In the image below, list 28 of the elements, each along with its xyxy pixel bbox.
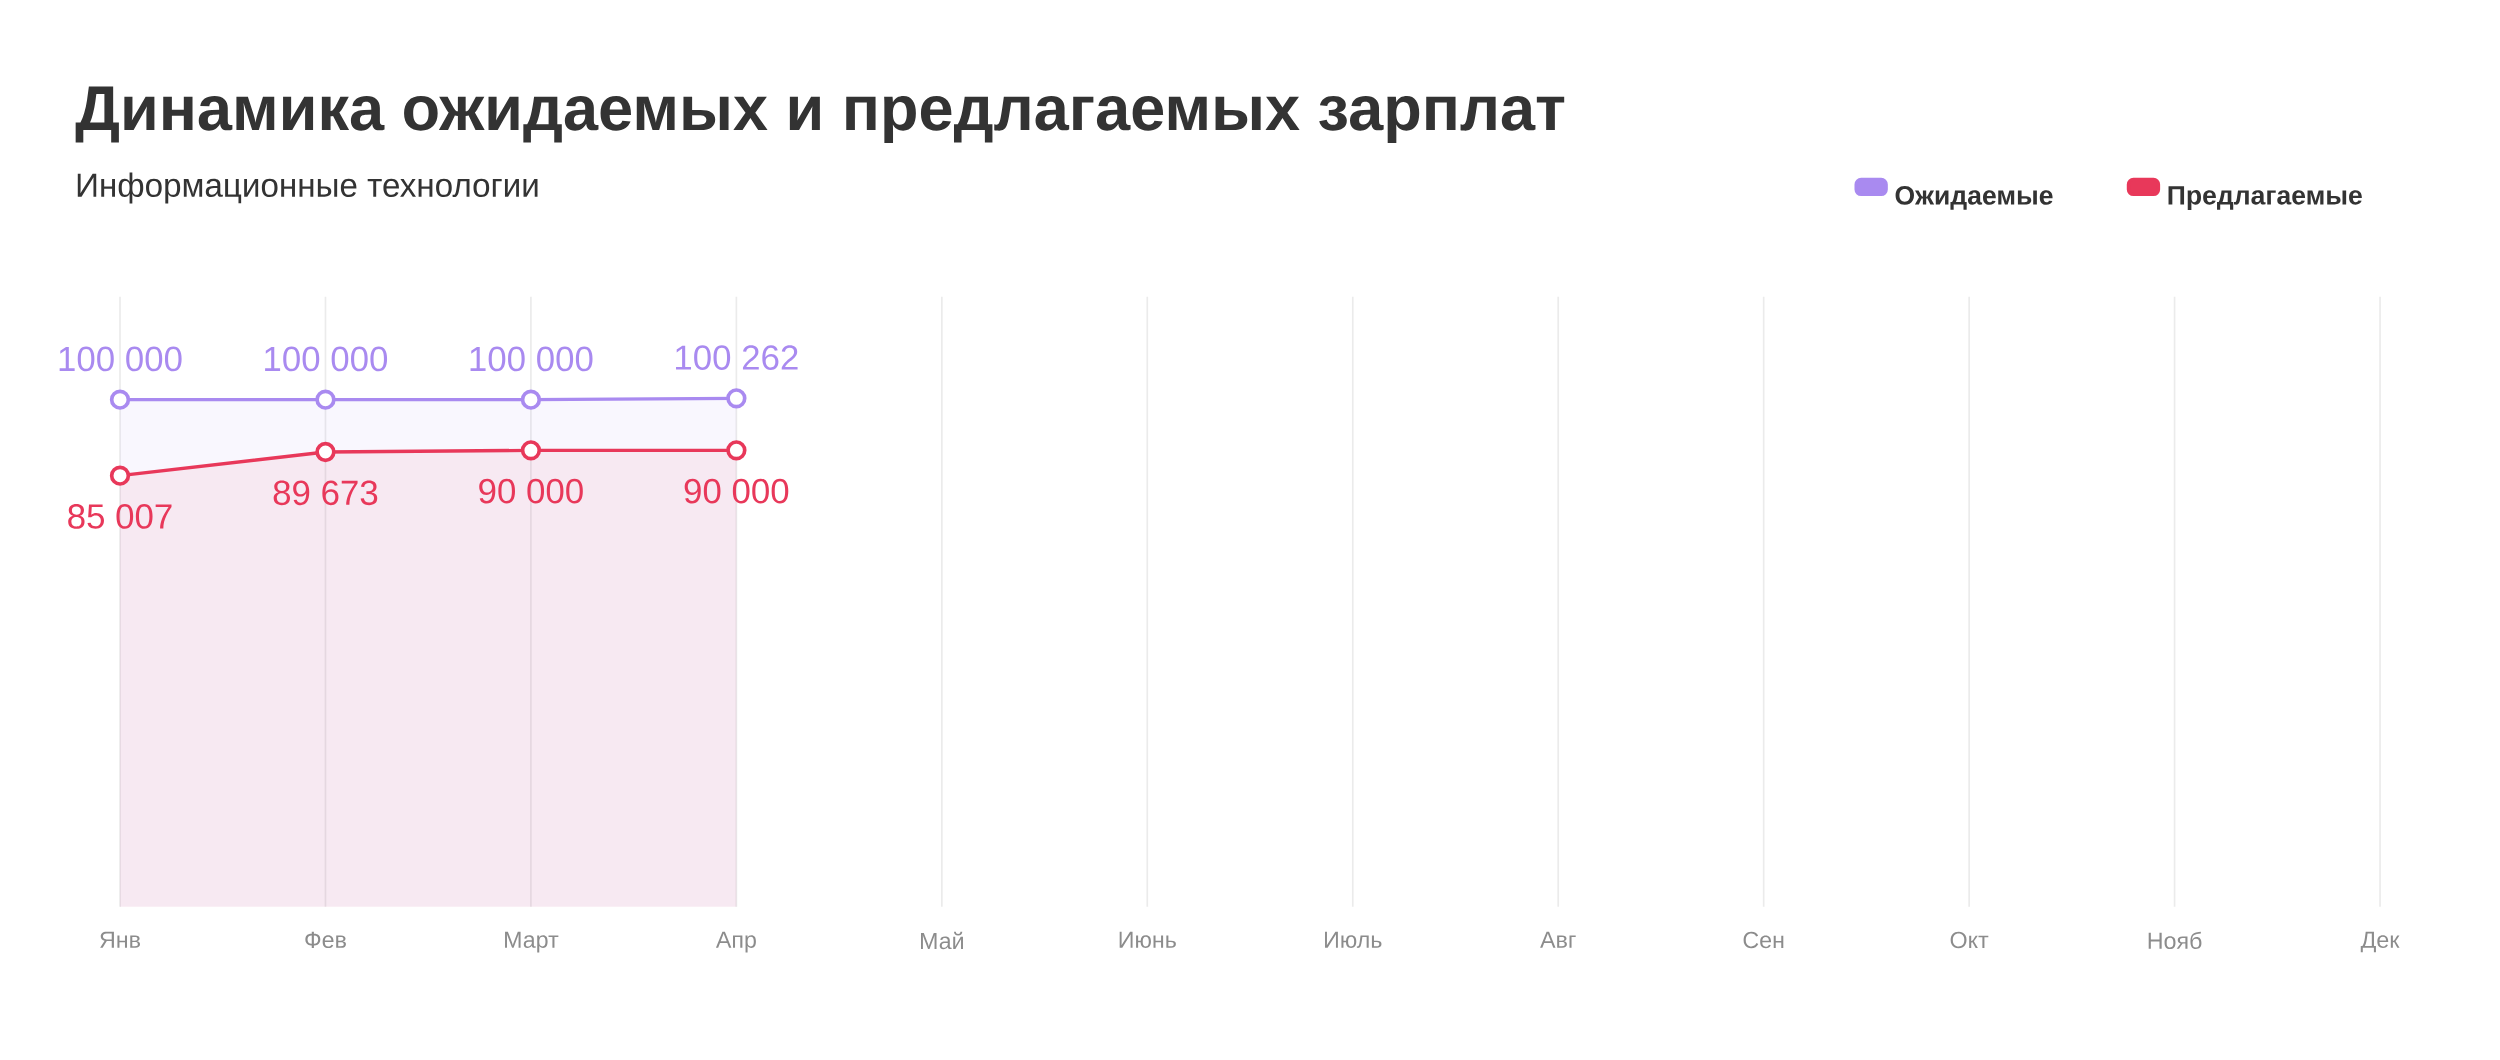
x-tick-label: Окт (1950, 931, 1989, 949)
data-label: 100 000 (265, 346, 388, 372)
data-label: 90 000 (479, 478, 583, 504)
chart-title: Динамика ожидаемых и предлагаемых зарплат (75, 86, 1565, 144)
data-label: 100 000 (59, 346, 182, 372)
chart-subtitle: Информационные технологии (77, 172, 538, 204)
point (520, 389, 542, 410)
data-label: 100 262 (676, 345, 798, 370)
data-label: 90 000 (684, 478, 789, 504)
legend-label: Ожидаемые (1895, 186, 2053, 210)
point (726, 388, 747, 409)
x-tick-label: Июнь (1119, 931, 1176, 948)
point (109, 389, 131, 410)
x-tick-label: Дек (2360, 931, 2400, 953)
data-label: 100 000 (470, 346, 593, 372)
x-tick-label: Фев (305, 931, 346, 949)
x-tick-label: Нояб (2148, 931, 2202, 949)
x-tick-label: Авг (1540, 931, 1576, 948)
point (315, 389, 336, 410)
x-tick-label: Май (921, 931, 963, 950)
x-tick-label: Янв (100, 931, 140, 948)
legend-label: Предлагаемые (2168, 186, 2362, 210)
x-tick-label: Апр (715, 931, 756, 953)
x-tick-label: Июль (1325, 931, 1382, 948)
data-label: 89 673 (273, 480, 378, 506)
x-tick-label: Сен (1743, 931, 1784, 949)
data-label: 85 007 (68, 504, 172, 529)
x-tick-label: Март (505, 931, 559, 953)
